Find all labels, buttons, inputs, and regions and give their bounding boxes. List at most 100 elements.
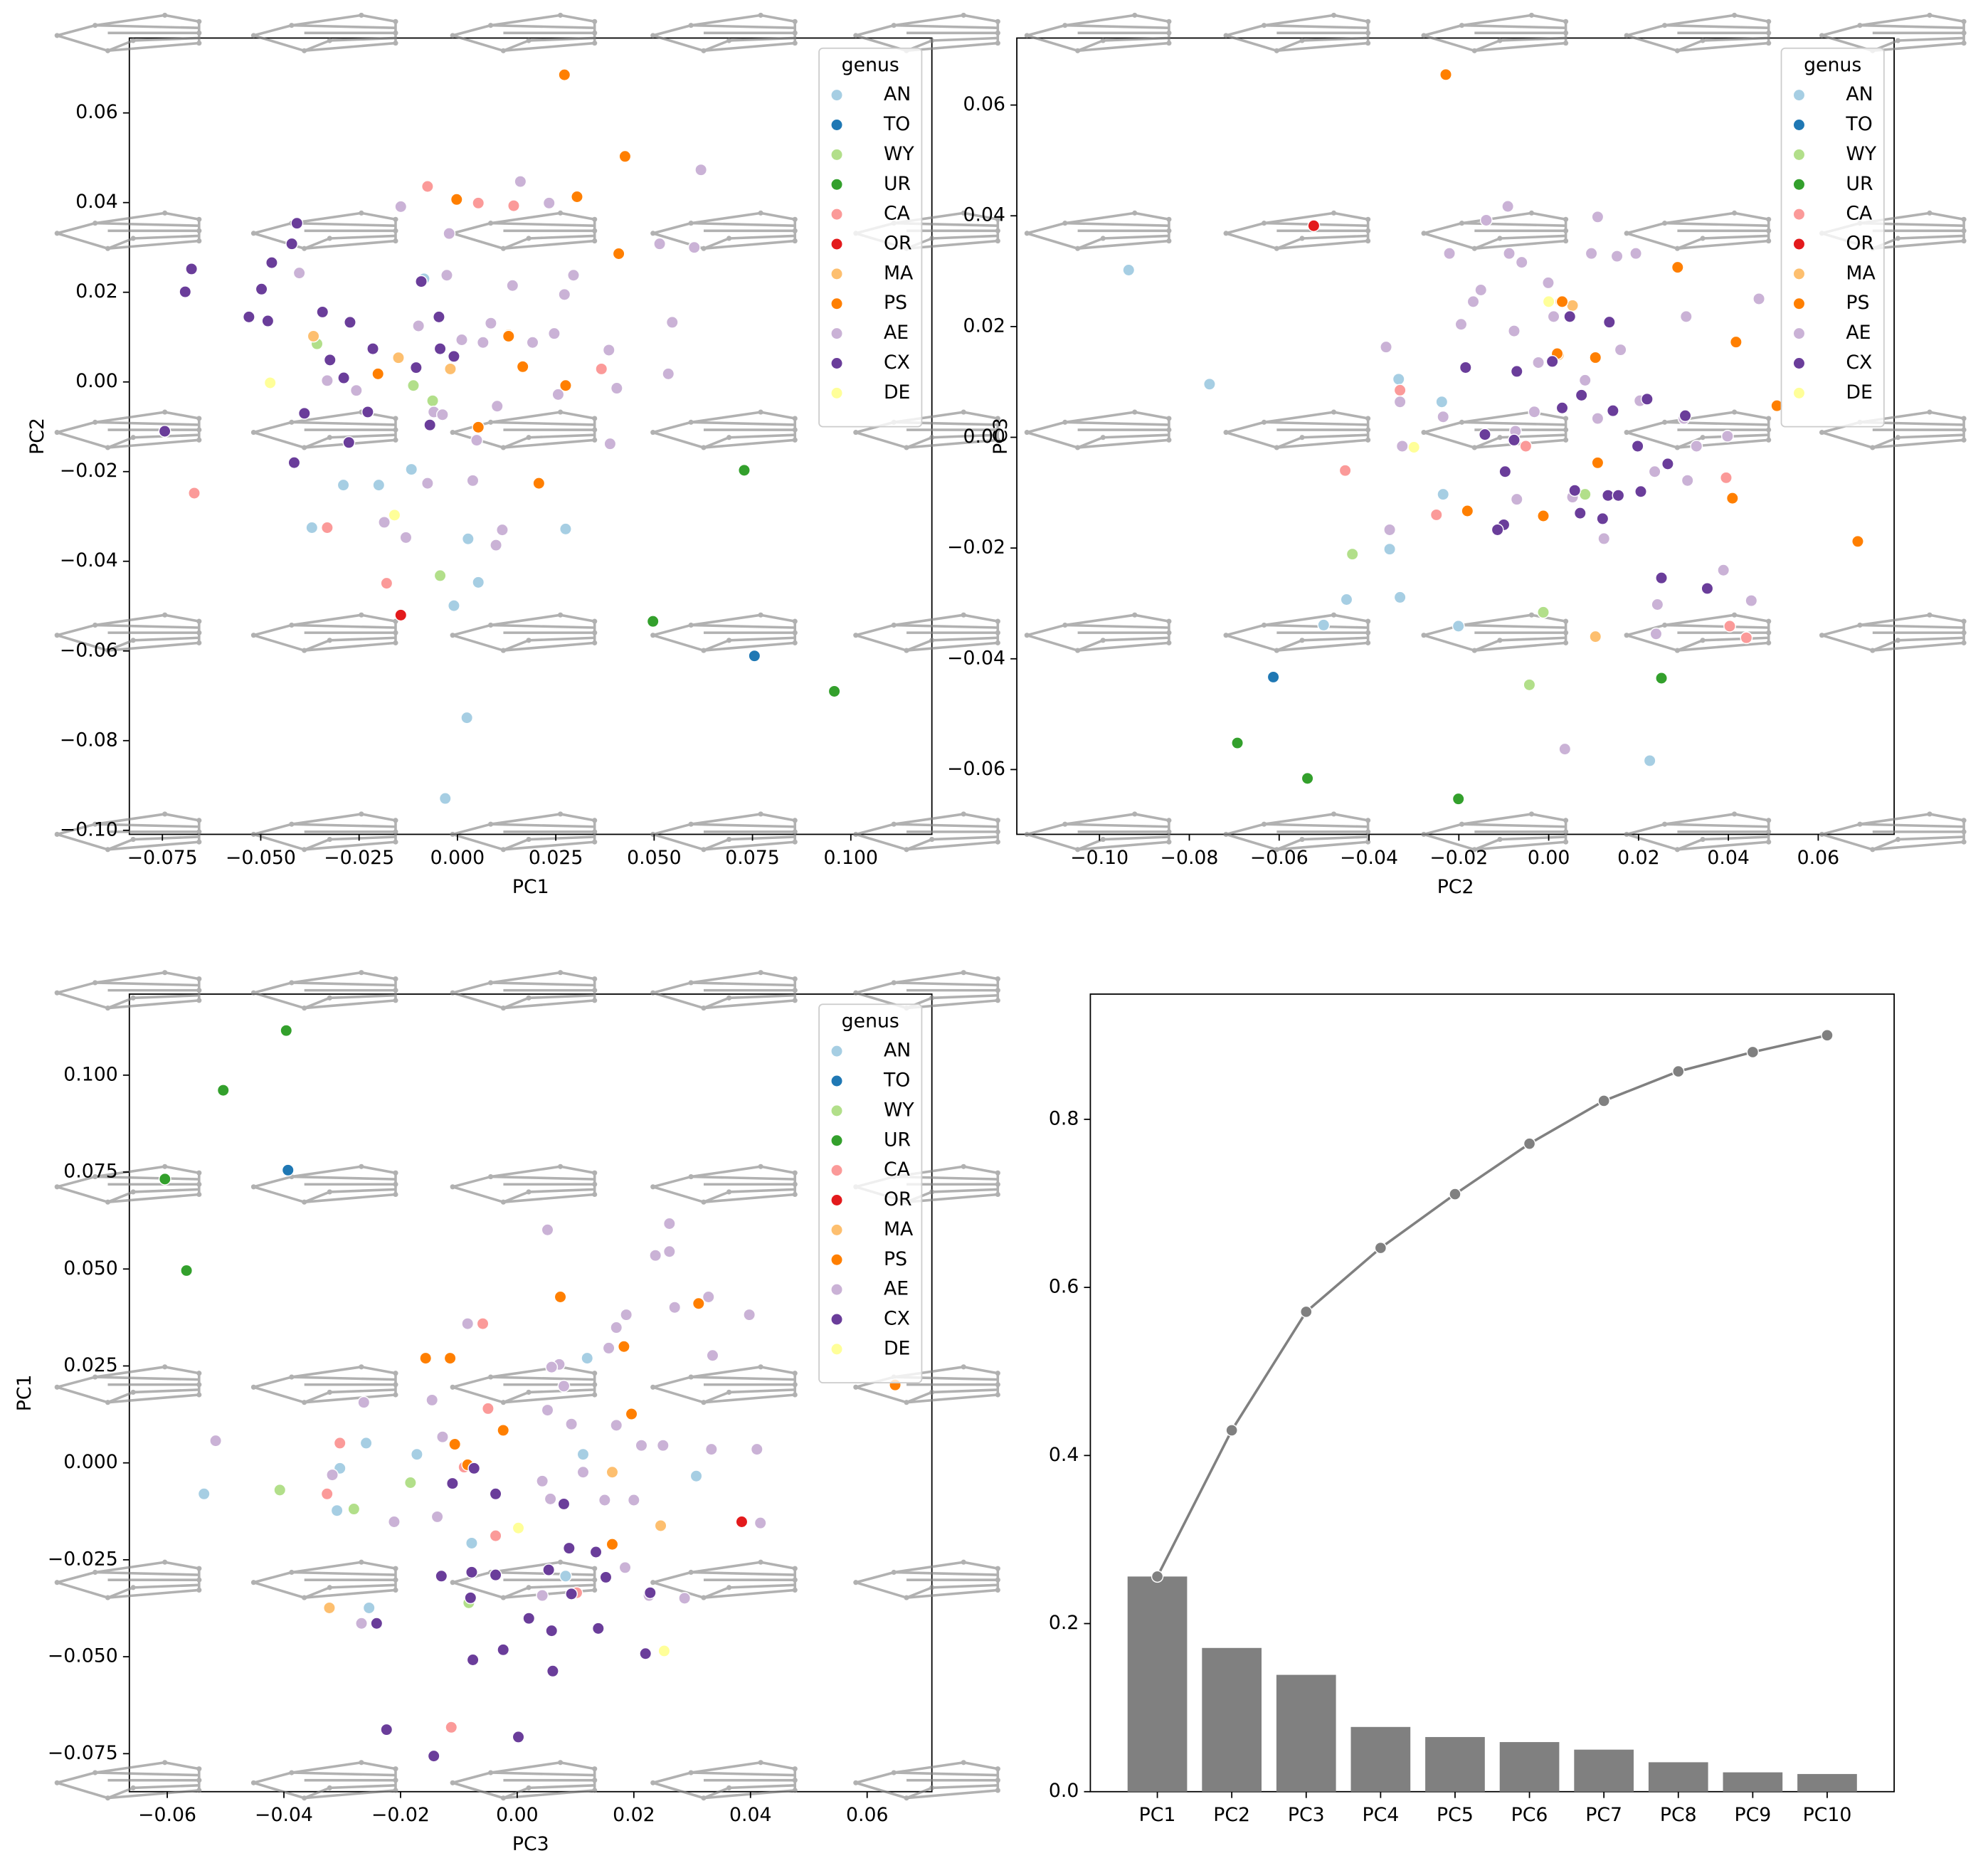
bar xyxy=(1648,1762,1708,1792)
legend-label: TO xyxy=(1845,113,1872,135)
scatter-point xyxy=(410,1447,423,1461)
scatter-point xyxy=(1573,507,1587,520)
scatter-point xyxy=(692,1297,705,1310)
scatter-point xyxy=(562,1541,576,1555)
scatter-point xyxy=(362,1601,376,1615)
scatter-point xyxy=(576,1465,590,1479)
scatter-point xyxy=(455,333,468,347)
scatter-point xyxy=(545,1624,559,1637)
scatter-point xyxy=(465,1566,478,1579)
y-tick-label: −0.04 xyxy=(60,549,118,571)
scatter-point xyxy=(158,1172,171,1186)
x-tick-label: PC1 xyxy=(1139,1804,1176,1826)
scatter-point xyxy=(1752,292,1765,305)
scatter-point xyxy=(430,1510,444,1524)
scatter-point xyxy=(333,1436,347,1450)
scatter-point xyxy=(1393,384,1407,397)
scatter-point xyxy=(643,1586,657,1600)
y-tick-label: −0.04 xyxy=(947,647,1005,669)
legend-marker xyxy=(830,1045,843,1058)
scatter-point xyxy=(472,421,485,434)
scatter-point xyxy=(1203,377,1216,391)
scatter-point xyxy=(1614,343,1627,357)
x-tick-label: PC3 xyxy=(1288,1804,1325,1826)
x-tick-label: PC6 xyxy=(1511,1804,1548,1826)
x-tick-label: 0.075 xyxy=(725,847,780,869)
scatter-point xyxy=(1612,489,1625,502)
scatter-point xyxy=(426,394,439,408)
scatter-point xyxy=(1851,534,1864,548)
scatter-point xyxy=(326,1468,339,1482)
legend-label: DE xyxy=(1846,381,1872,403)
scatter-point xyxy=(606,1538,619,1551)
scatter-point xyxy=(1629,247,1642,260)
scatter-point xyxy=(567,268,580,282)
scatter-point xyxy=(380,1723,393,1736)
scatter-point xyxy=(421,180,434,193)
scatter-point xyxy=(355,1617,368,1630)
scatter-point xyxy=(662,367,675,381)
legend-marker xyxy=(830,1075,843,1087)
scatter-point xyxy=(536,1589,549,1602)
scatter-point xyxy=(581,1351,594,1365)
x-tick-label: 0.06 xyxy=(846,1804,889,1826)
y-tick-label: 0.02 xyxy=(75,280,118,302)
scatter-point xyxy=(297,406,311,420)
scatter-point xyxy=(557,1379,571,1393)
legend-marker xyxy=(830,1283,843,1297)
scatter-point xyxy=(320,374,334,387)
scatter-point xyxy=(273,1483,287,1497)
x-tick-label: 0.00 xyxy=(1528,847,1570,869)
scatter-point xyxy=(1610,250,1624,263)
legend-label: UR xyxy=(884,173,911,195)
y-tick-label: 0.00 xyxy=(75,370,118,392)
scatter-point xyxy=(472,576,485,589)
bar xyxy=(1202,1647,1262,1792)
scatter-point xyxy=(1452,792,1465,806)
scatter-point xyxy=(653,237,666,250)
scatter-point xyxy=(1340,593,1353,606)
line-marker xyxy=(1151,1570,1164,1583)
x-tick-label: −0.050 xyxy=(226,847,296,869)
scatter-point xyxy=(1589,630,1602,643)
scatter-point xyxy=(1437,487,1450,501)
scatter-point xyxy=(1508,433,1521,447)
scatter-point xyxy=(526,336,539,349)
scatter-point xyxy=(1602,315,1616,329)
legend-label: OR xyxy=(884,1188,912,1210)
scatter-point xyxy=(1555,295,1569,308)
legend-title: genus xyxy=(1804,54,1861,76)
y-tick-label: −0.08 xyxy=(60,729,118,751)
line-marker xyxy=(1672,1065,1685,1078)
scatter-point xyxy=(610,381,623,395)
scatter-point xyxy=(445,1477,459,1490)
scatter-point xyxy=(305,521,319,534)
scatter-point xyxy=(1563,310,1577,323)
scatter-point xyxy=(209,1434,223,1447)
x-tick-label: 0.02 xyxy=(613,1804,655,1826)
legend-marker xyxy=(1792,297,1806,310)
y-tick-label: −0.02 xyxy=(947,537,1005,559)
scatter-point xyxy=(1537,510,1550,522)
scatter-point xyxy=(461,1317,475,1330)
scatter-point xyxy=(635,1439,648,1452)
legend-marker xyxy=(830,238,843,250)
scatter-point xyxy=(1301,771,1314,785)
scatter-point xyxy=(440,268,453,282)
scatter-point xyxy=(1558,742,1572,756)
y-tick-label: 0.04 xyxy=(75,191,118,213)
scatter-point xyxy=(443,1351,457,1365)
scatter-point xyxy=(1591,412,1604,425)
scatter-point xyxy=(1510,364,1523,378)
scatter-point xyxy=(603,437,617,450)
scatter-point xyxy=(618,149,632,163)
scatter-point xyxy=(610,1321,623,1334)
scatter-point xyxy=(1555,401,1569,415)
scatter-point xyxy=(1720,430,1734,443)
legend-label: PS xyxy=(884,1248,907,1270)
x-tick-label: PC4 xyxy=(1362,1804,1399,1826)
legend-label: AE xyxy=(884,1278,909,1300)
legend-marker xyxy=(1792,327,1806,340)
legend-label: WY xyxy=(884,1099,914,1121)
